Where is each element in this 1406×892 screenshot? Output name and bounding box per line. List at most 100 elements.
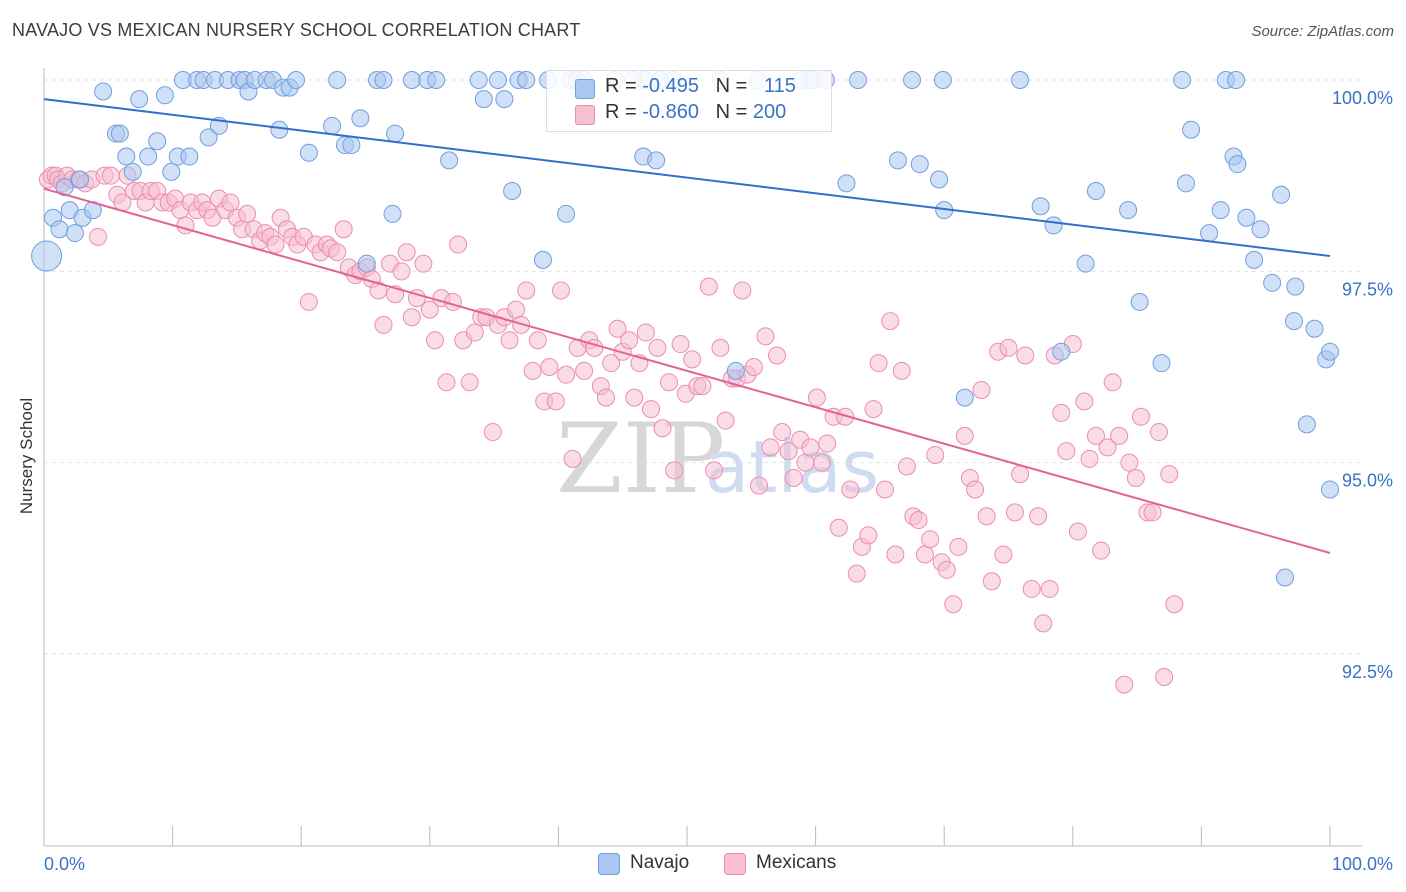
navajo-point-116 <box>1305 319 1324 338</box>
navajo-point-24 <box>199 128 218 147</box>
mexicans-point-117 <box>699 277 718 296</box>
mexicans-point-166 <box>977 507 996 526</box>
navajo-point-37 <box>287 71 306 89</box>
mexicans-point-198 <box>1160 465 1179 484</box>
mexicans-point-84 <box>512 315 531 334</box>
mexicans-point-162 <box>955 426 974 445</box>
mexicans-point-95 <box>575 361 594 380</box>
navajo-point-17 <box>155 86 174 105</box>
mexicans-swatch <box>575 105 595 125</box>
navajo-n-value: 115 <box>764 75 796 97</box>
mexicans-point-164 <box>966 480 985 499</box>
mexicans-point-138 <box>818 434 837 453</box>
mexicans-point-195 <box>1143 503 1162 522</box>
mexicans-point-104 <box>625 388 644 407</box>
mexicans-point-90 <box>546 392 565 411</box>
mexicans-point-143 <box>847 564 866 583</box>
mexicans-point-174 <box>1022 579 1041 598</box>
watermark-zip: ZIP <box>556 403 725 515</box>
mexicans-trend-line <box>43 187 1331 554</box>
navajo-r-label: R = <box>605 75 643 97</box>
navajo-point-49 <box>402 71 421 89</box>
chart-source: Source: ZipAtlas.com <box>1251 23 1394 40</box>
mexicans-point-175 <box>1029 507 1048 526</box>
mexicans-point-85 <box>517 281 536 300</box>
mexicans-point-193 <box>1131 407 1150 426</box>
navajo-point-99 <box>1176 174 1195 193</box>
navajo-point-100 <box>1182 120 1201 139</box>
navajo-point-111 <box>1272 185 1291 204</box>
mexicans-point-132 <box>784 468 803 487</box>
mexicans-point-125 <box>744 358 763 376</box>
mexicans-point-65 <box>402 308 421 327</box>
mexicans-point-199 <box>1165 595 1184 614</box>
mexicans-point-123 <box>733 281 752 300</box>
mexicans-point-83 <box>506 300 525 319</box>
navajo-point-96 <box>1130 292 1149 311</box>
navajo-point-93 <box>1076 254 1095 273</box>
mexicans-point-118 <box>705 461 724 480</box>
mexicans-point-136 <box>807 388 826 407</box>
mexicans-point-192 <box>1126 468 1145 487</box>
mexicans-point-191 <box>1120 453 1139 472</box>
navajo-point-5 <box>65 224 84 243</box>
x-tick-label-min: 0.0% <box>44 854 85 874</box>
navajo-point-82 <box>888 151 907 170</box>
mexicans-point-149 <box>881 312 900 331</box>
navajo-point-112 <box>1275 568 1294 587</box>
mexicans-point-171 <box>1005 503 1024 522</box>
mexicans-point-154 <box>909 511 928 530</box>
mexicans-point-82 <box>500 331 519 350</box>
mexicans-point-71 <box>437 373 456 392</box>
navajo-point-62 <box>557 204 576 223</box>
mexicans-point-146 <box>864 400 883 419</box>
navajo-point-0 <box>31 240 63 272</box>
navajo-point-6 <box>71 170 90 189</box>
navajo-point-85 <box>930 170 949 189</box>
navajo-point-2 <box>50 220 69 239</box>
mexicans-point-107 <box>641 400 660 419</box>
mexicans-point-87 <box>528 331 547 350</box>
navajo-point-80 <box>837 174 856 193</box>
mexicans-point-93 <box>563 449 582 468</box>
navajo-point-47 <box>383 204 402 223</box>
mexicans-point-152 <box>897 457 916 476</box>
mexicans-point-47 <box>299 292 318 311</box>
mexicans-point-100 <box>602 354 621 373</box>
mexicans-point-147 <box>869 354 888 373</box>
mexicans-point-68 <box>420 300 439 319</box>
mexicans-point-10 <box>89 227 108 246</box>
series-legend: Navajo Mexicans <box>0 852 1406 878</box>
mexicans-point-92 <box>557 365 576 384</box>
navajo-point-119 <box>1321 480 1339 499</box>
navajo-point-46 <box>374 71 393 89</box>
navajo-point-16 <box>148 132 167 151</box>
mexicans-point-148 <box>876 480 895 499</box>
mexicans-point-196 <box>1149 423 1168 442</box>
mexicans-point-128 <box>761 438 780 457</box>
navajo-point-44 <box>357 254 376 273</box>
mexicans-point-120 <box>716 411 735 430</box>
mexicans-n-label: N = <box>715 101 753 123</box>
y-tick-label-0: 100.0% <box>1332 88 1393 108</box>
mexicans-point-99 <box>596 388 615 407</box>
mexicans-point-141 <box>836 407 855 426</box>
correlation-legend: R = -0.495 N = 115 R = -0.860 N = 200 <box>546 70 832 132</box>
navajo-point-110 <box>1263 273 1282 292</box>
navajo-n-label: N = <box>715 75 753 97</box>
trend-lines <box>43 98 1331 554</box>
mexicans-point-167 <box>982 572 1001 591</box>
navajo-point-54 <box>474 90 493 109</box>
mexicans-point-131 <box>779 442 798 461</box>
mexicans-point-116 <box>693 377 712 396</box>
navajo-point-89 <box>1011 71 1030 89</box>
mexicans-points <box>38 166 1184 694</box>
navajo-point-115 <box>1297 415 1316 434</box>
navajo-legend-swatch <box>598 853 620 875</box>
mexicans-point-180 <box>1057 442 1076 461</box>
mexicans-point-165 <box>972 380 991 399</box>
mexicans-point-179 <box>1052 403 1071 422</box>
mexicans-point-145 <box>859 526 878 545</box>
mexicans-legend-swatch <box>724 853 746 875</box>
mexicans-point-183 <box>1075 392 1094 411</box>
